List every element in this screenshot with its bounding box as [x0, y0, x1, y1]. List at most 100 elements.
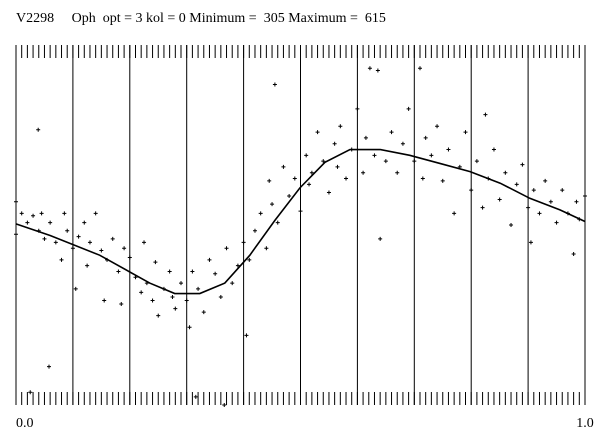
- data-point: [420, 176, 425, 181]
- x-tick-label: 1.0: [576, 416, 594, 431]
- data-point: [258, 211, 263, 216]
- data-point: [275, 220, 280, 225]
- data-point: [531, 188, 536, 193]
- data-point: [201, 310, 206, 315]
- data-point: [93, 211, 98, 216]
- data-point: [491, 147, 496, 152]
- data-point: [167, 269, 172, 274]
- data-point: [560, 188, 565, 193]
- data-point: [14, 232, 18, 237]
- data-point: [190, 269, 195, 274]
- data-point: [39, 211, 44, 216]
- data-point: [321, 159, 326, 164]
- data-point: [446, 147, 451, 152]
- data-point: [326, 190, 331, 195]
- data-point: [372, 153, 377, 158]
- data-point: [344, 176, 349, 181]
- data-point: [230, 281, 235, 286]
- data-point: [184, 298, 189, 303]
- data-point: [244, 333, 249, 338]
- data-point: [42, 236, 47, 241]
- data-point: [338, 124, 343, 129]
- data-point: [480, 205, 485, 210]
- data-point: [574, 199, 579, 204]
- data-point: [48, 220, 53, 225]
- data-point: [520, 162, 525, 167]
- data-point: [267, 178, 272, 183]
- data-point: [526, 205, 531, 210]
- data-point: [287, 193, 292, 198]
- data-point: [548, 199, 553, 204]
- data-point: [583, 193, 587, 198]
- data-point: [474, 159, 479, 164]
- data-point: [264, 246, 269, 251]
- data-point: [218, 295, 223, 299]
- data-point: [139, 290, 144, 295]
- data-point: [281, 164, 286, 169]
- data-point: [196, 286, 201, 291]
- data-point: [335, 164, 340, 169]
- data-point: [119, 301, 124, 306]
- data-point: [307, 182, 312, 187]
- data-point: [31, 213, 36, 218]
- data-point: [412, 159, 417, 164]
- data-point: [375, 68, 380, 73]
- data-point: [19, 211, 24, 216]
- data-point: [28, 390, 33, 395]
- data-point: [304, 153, 309, 158]
- data-point: [142, 240, 147, 245]
- data-point: [309, 170, 314, 175]
- data-point: [76, 234, 81, 239]
- data-point: [70, 246, 75, 251]
- data-point: [110, 236, 115, 241]
- data-point: [122, 246, 127, 251]
- data-point: [170, 295, 175, 299]
- data-point: [435, 124, 440, 129]
- data-point: [509, 223, 514, 227]
- data-point: [378, 236, 383, 241]
- data-point: [193, 394, 198, 399]
- data-point: [543, 178, 548, 183]
- data-point: [367, 66, 372, 71]
- data-point: [514, 182, 519, 187]
- data-point: [497, 197, 502, 202]
- data-point: [383, 159, 388, 164]
- data-point: [116, 269, 121, 274]
- data-point: [85, 263, 90, 268]
- data-point: [65, 228, 70, 233]
- data-point: [554, 220, 559, 225]
- data-point: [14, 199, 18, 204]
- data-point: [102, 298, 107, 303]
- data-point: [537, 211, 542, 216]
- data-point: [389, 130, 394, 135]
- data-point: [571, 252, 576, 257]
- data-point: [247, 257, 252, 262]
- data-point: [207, 257, 212, 262]
- data-point: [361, 170, 366, 175]
- data-point: [298, 209, 303, 214]
- data-point: [179, 281, 184, 286]
- data-point: [423, 135, 428, 140]
- data-point: [406, 106, 411, 111]
- data-point: [483, 112, 488, 117]
- data-point: [222, 403, 227, 407]
- data-point: [270, 202, 275, 207]
- data-point: [395, 170, 400, 175]
- data-point: [25, 220, 30, 225]
- data-point: [241, 240, 246, 245]
- data-point: [469, 188, 474, 193]
- data-point: [47, 364, 52, 369]
- data-point: [503, 170, 508, 175]
- data-point: [173, 306, 178, 311]
- fit-curve: [15, 148, 586, 295]
- data-point: [156, 313, 161, 318]
- data-point: [99, 248, 104, 253]
- data-point: [59, 257, 64, 262]
- chart-title: V2298 Oph opt = 3 kol = 0 Minimum = 305 …: [16, 11, 386, 26]
- data-point: [73, 286, 78, 291]
- data-point: [187, 325, 192, 330]
- data-point: [53, 240, 58, 245]
- data-point: [332, 141, 337, 146]
- data-point: [36, 127, 41, 132]
